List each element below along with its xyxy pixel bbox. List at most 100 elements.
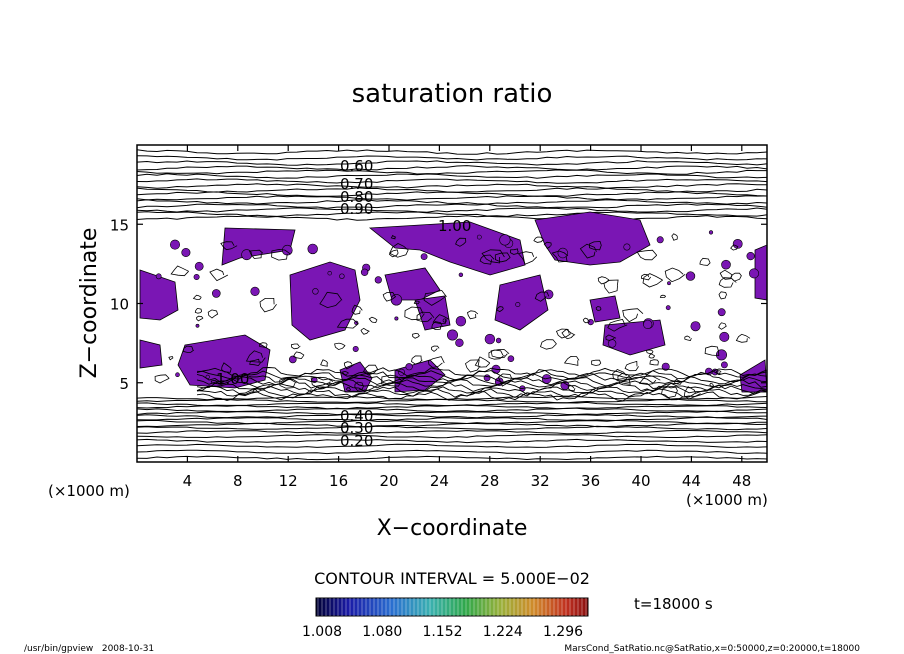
contour-line [196,369,767,381]
contour-line [137,443,767,448]
saturated-speck [732,238,743,249]
saturated-speck [721,259,731,270]
saturated-region [494,274,549,331]
contour-line [137,455,767,461]
contour-line [137,211,767,217]
y-tick-label: 10 [110,296,129,314]
contour-line [137,178,767,184]
contour-line [137,169,767,175]
contour-line [510,248,519,255]
colorbar-tick-label: 1.152 [422,624,462,640]
contour-line [137,413,767,419]
contour-line [716,370,722,375]
x-tick-label: 36 [581,472,600,490]
contour-line [612,369,630,382]
contour-line [137,425,767,431]
saturated-region [289,261,361,341]
contour-line [271,248,291,261]
contour-line [431,345,440,352]
saturated-speck [446,329,458,341]
y-tick-label: 5 [119,375,129,393]
contour-interval-label: CONTOUR INTERVAL = 5.000E−02 [314,569,590,588]
saturated-speck [339,273,345,279]
x-tick-label: 16 [329,472,348,490]
contour-line [259,342,268,349]
saturated-speck [327,271,332,276]
saturated-speck [288,355,297,364]
contour-line [659,294,667,299]
saturated-speck [155,273,162,280]
contour-line [642,273,664,288]
saturated-region [534,211,651,266]
saturated-speck [557,247,568,259]
contour-line [346,387,352,392]
saturated-speck [170,239,181,250]
contour-line [259,298,277,313]
x-tick-label: 32 [531,472,550,490]
contour-line [137,195,767,201]
contour-label-0.90: 0.90 [340,200,373,218]
contour-line [640,273,652,281]
contour-line [221,362,232,373]
saturated-speck [507,355,515,363]
contour-line [595,306,602,311]
saturated-speck [623,243,631,251]
saturated-speck [746,252,755,261]
contour-line [196,390,767,402]
saturated-region [368,221,526,276]
contour-label-1.00-left: 1.00 [216,370,249,388]
contour-line [137,183,767,189]
contour-line [343,361,355,370]
contour-line [412,333,420,339]
contour-line [154,374,170,384]
contour-line [137,215,767,221]
contour-line [137,207,767,213]
contour-line [567,384,576,392]
saturated-speck [690,321,701,332]
contour-line [137,419,767,425]
contour-line [533,236,544,243]
saturated-speck [312,288,319,295]
saturated-region [139,339,163,369]
contour-line [404,306,425,321]
contour-label-0.80: 0.80 [340,188,373,206]
contour-line [534,291,550,302]
contour-line [137,173,767,179]
saturated-speck [354,320,359,325]
contour-line [730,272,742,282]
contour-line [137,187,767,193]
contour-line [416,311,435,323]
saturated-speck [420,253,428,260]
contour-line [168,356,174,361]
contour-line [607,318,628,332]
contour-line [360,327,370,335]
footer-left: /usr/bin/gpview 2008-10-31 [24,644,154,654]
contour-line [603,279,619,294]
contour-line [431,321,443,331]
footer-right: MarsCond_SatRatio.nc@SatRatio,x=0:50000,… [564,644,860,654]
contour-line [334,342,346,351]
contour-line [137,165,767,171]
saturated-region [602,319,666,356]
saturated-speck [250,286,260,297]
colorbar-tick-label: 1.080 [362,624,402,640]
saturated-region [754,244,767,301]
contour-line [336,318,359,329]
contour-line [718,322,727,330]
saturated-speck [717,308,726,317]
contour-line [137,433,767,439]
contour-line [479,254,495,265]
contour-label-0.70: 0.70 [340,175,373,193]
colorbar-tick-label: 1.008 [302,624,342,640]
contour-line [137,203,767,209]
contour-line [170,265,189,277]
contour-line [137,191,767,197]
contour-line [390,234,397,240]
contour-line [432,314,450,324]
contour-line [481,249,505,264]
contour-line [551,250,569,263]
saturated-speck [212,289,221,298]
contour-line [496,306,504,313]
contour-field [137,149,767,461]
